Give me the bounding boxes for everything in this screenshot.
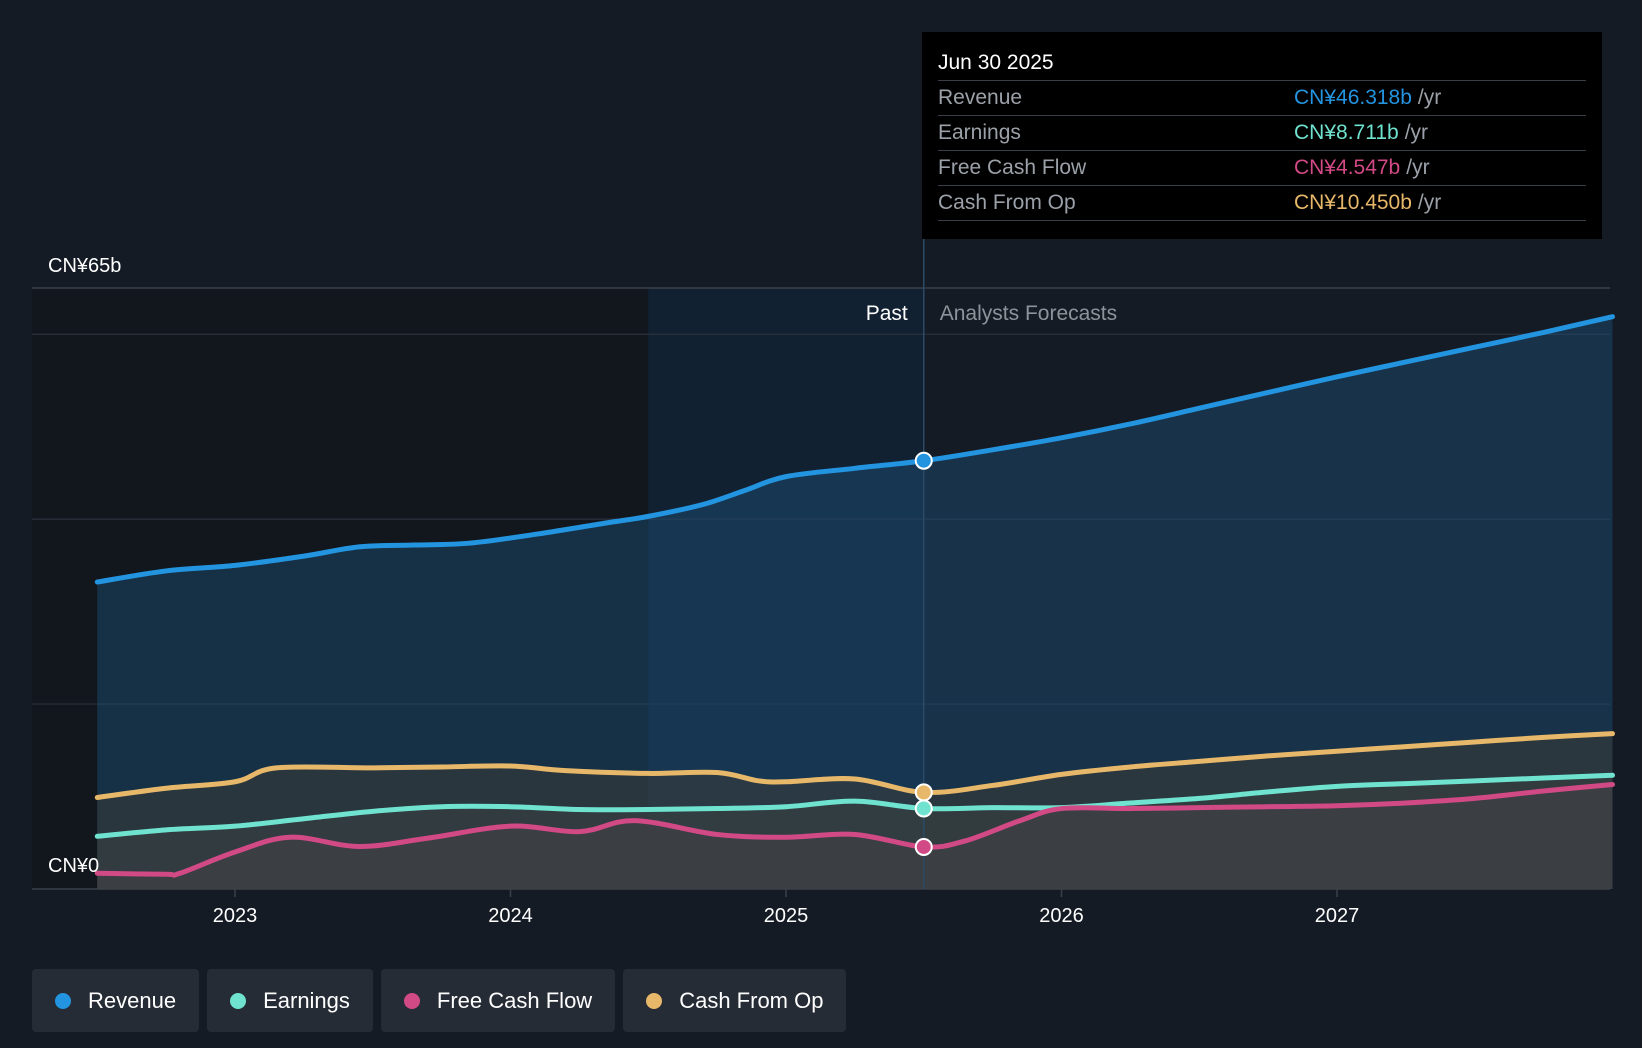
tooltip-label: Earnings: [938, 121, 1021, 144]
legend-label: Revenue: [88, 987, 177, 1013]
tooltip-value: CN¥8.711b: [1294, 121, 1399, 144]
area-cash-from-op: [97, 733, 1613, 889]
cursor-markers: [914, 451, 933, 856]
series-lines: [94, 314, 1615, 878]
marker-cash-from-op: [914, 783, 933, 802]
legend: Revenue Earnings Free Cash Flow Cash Fro…: [32, 969, 847, 1032]
legend-item-earnings[interactable]: Earnings: [207, 969, 373, 1032]
tooltip-label: Cash From Op: [938, 191, 1076, 214]
tooltip-unit: /yr: [1417, 86, 1442, 109]
tooltip-unit: /yr: [1417, 191, 1442, 214]
past-label: Past: [866, 302, 908, 325]
legend-dot-icon: [646, 992, 663, 1009]
legend-label: Cash From Op: [679, 987, 824, 1013]
tooltip-label: Revenue: [938, 86, 1023, 109]
tooltip-row-earnings: Earnings CN¥8.711b /yr: [938, 116, 1586, 151]
tooltip-value: CN¥46.318b: [1294, 86, 1412, 109]
area-revenue: [97, 316, 1613, 889]
legend-label: Free Cash Flow: [436, 987, 593, 1013]
tooltip-unit: /yr: [1404, 121, 1429, 144]
series-areas: [97, 316, 1613, 889]
legend-dot-icon: [230, 992, 247, 1009]
tooltip-label: Free Cash Flow: [938, 156, 1087, 179]
tooltip-row-free-cash-flow: Free Cash Flow CN¥4.547b /yr: [938, 151, 1586, 186]
legend-dot-icon: [403, 992, 420, 1009]
y-axis-top-label: CN¥65b: [48, 255, 121, 277]
line-revenue: [94, 314, 1615, 585]
x-tick-label: 2023: [213, 905, 258, 927]
x-axis-ticks: 2023 2024 2025 2026 2027: [213, 889, 1360, 927]
marker-free-cash-flow: [914, 837, 933, 856]
legend-item-revenue[interactable]: Revenue: [32, 969, 200, 1032]
tooltip-row-revenue: Revenue CN¥46.318b /yr: [938, 81, 1586, 116]
y-axis-zero-label: CN¥0: [48, 855, 99, 877]
tooltip-value: CN¥4.547b: [1294, 156, 1401, 179]
legend-dot-icon: [55, 992, 71, 1009]
tooltip-date: Jun 30 2025: [938, 46, 1586, 81]
line-earnings: [94, 772, 1615, 839]
legend-item-free-cash-flow[interactable]: Free Cash Flow: [380, 969, 616, 1032]
forecast-label: Analysts Forecasts: [940, 302, 1117, 325]
line-free-cash-flow: [94, 782, 1615, 878]
x-tick-label: 2024: [488, 905, 533, 927]
x-tick-label: 2027: [1315, 905, 1360, 927]
tooltip-row-cash-from-op: Cash From Op CN¥10.450b /yr: [938, 186, 1586, 221]
x-tick-label: 2026: [1039, 905, 1084, 927]
legend-item-cash-from-op[interactable]: Cash From Op: [623, 969, 847, 1032]
legend-label: Earnings: [263, 987, 350, 1013]
tooltip-value: CN¥10.450b: [1294, 191, 1412, 214]
line-cash-from-op: [94, 731, 1615, 800]
tooltip: Jun 30 2025 Revenue CN¥46.318b /yr Earni…: [922, 32, 1602, 239]
marker-earnings: [914, 799, 933, 818]
marker-revenue: [914, 451, 933, 470]
tooltip-unit: /yr: [1406, 156, 1430, 179]
x-tick-label: 2025: [764, 905, 809, 927]
